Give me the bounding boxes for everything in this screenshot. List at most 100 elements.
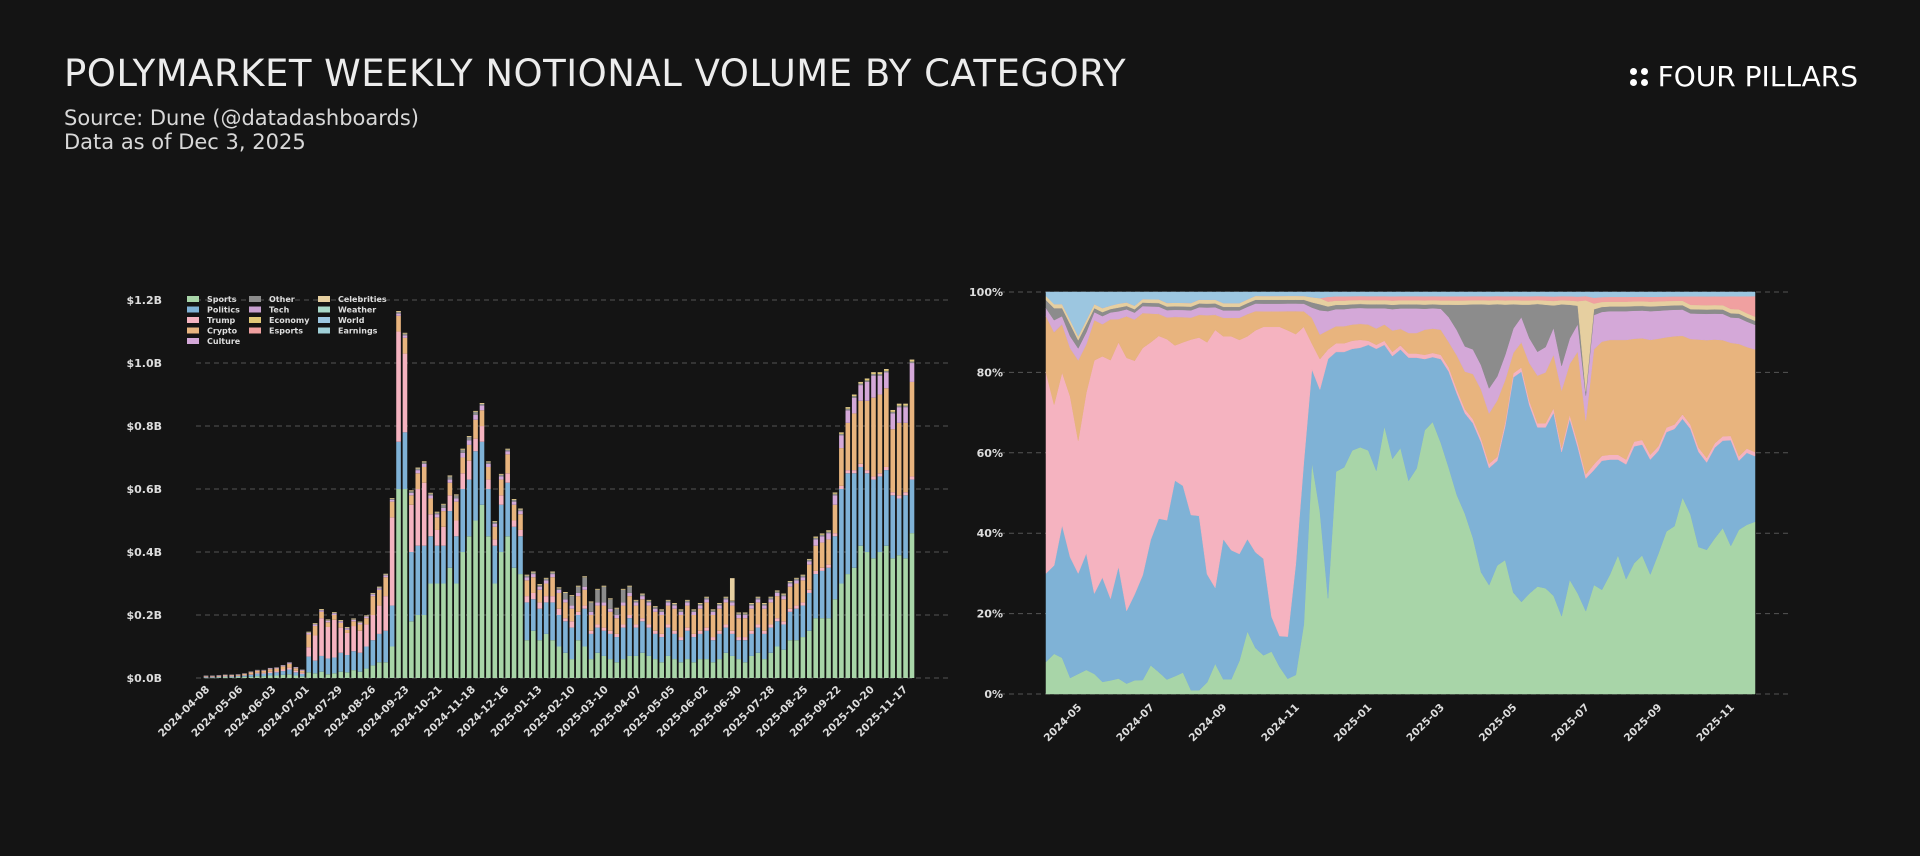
bar-segment-culture — [498, 476, 504, 480]
bar-segment-economy — [312, 623, 318, 625]
bar-segment-crypto — [486, 466, 491, 480]
bar-segment-crypto — [665, 605, 671, 625]
bar-segment-other — [608, 599, 613, 609]
bar-segment-trump — [582, 605, 587, 609]
bar-segment-other — [248, 671, 254, 672]
bar-segment-celebrities — [370, 592, 376, 594]
bar-segment-culture — [877, 375, 883, 395]
bar-segment-celebrities — [909, 359, 915, 361]
bar-segment-trump — [864, 470, 870, 474]
bar-segment-other — [473, 411, 478, 416]
bar-segment-culture — [492, 523, 498, 527]
bar-segment-economy — [466, 436, 472, 438]
area-x-tick-label: 2024-05 — [1042, 702, 1085, 745]
bar-segment-other — [672, 603, 677, 606]
area-x-tick-label: 2024-11 — [1259, 702, 1302, 745]
bar-segment-sports — [338, 671, 344, 678]
bar-segment-economy — [325, 619, 331, 621]
bar-segment-celebrities — [511, 499, 517, 500]
bar-segment-economy — [627, 586, 632, 587]
bar-segment-culture — [473, 415, 478, 420]
bar-segment-culture — [255, 670, 260, 671]
bar-segment-economy — [678, 609, 684, 611]
bar-segment-sports — [659, 662, 665, 678]
bar-segment-celebrities — [537, 584, 543, 585]
legend-label: Earnings — [338, 327, 378, 336]
bar-segment-other — [614, 608, 620, 616]
bar-segment-politics — [222, 676, 228, 678]
bar-segment-culture — [742, 615, 748, 619]
bar-segment-crypto — [229, 675, 234, 677]
bar-segment-other — [267, 667, 273, 669]
bar-segment-other — [389, 498, 395, 500]
legend-swatch — [187, 306, 199, 313]
bar-segment-economy — [646, 600, 652, 601]
bar-segment-crypto — [569, 608, 575, 622]
bar-segment-economy — [447, 475, 453, 477]
bar-segment-economy — [588, 601, 594, 603]
bar-segment-trump — [781, 621, 786, 625]
bar-segment-crypto — [338, 622, 344, 628]
bar-segment-culture — [800, 577, 806, 581]
bar-segment-economy — [903, 403, 908, 406]
bar-segment-crypto — [864, 400, 870, 471]
stacked-bar-chart: $0.0B$0.2B$0.4B$0.6B$0.8B$1.0B$1.2B2024-… — [126, 294, 950, 740]
bar-segment-culture — [441, 507, 446, 512]
bar-segment-politics — [299, 673, 305, 677]
bar-segment-sports — [569, 659, 575, 678]
bar-segment-sports — [267, 675, 273, 678]
legend-swatch — [249, 306, 261, 313]
bar-segment-crypto — [409, 495, 414, 505]
legend-swatch — [249, 296, 261, 302]
bar-segment-other — [582, 577, 587, 587]
bar-segment-trump — [325, 626, 331, 659]
bar-segment-sports — [845, 574, 851, 678]
bar-segment-economy — [319, 609, 324, 610]
bar-segment-crypto — [396, 315, 401, 332]
bar-segment-trump — [884, 466, 889, 471]
bar-segment-crypto — [633, 605, 639, 625]
bar-segment-politics — [255, 673, 260, 677]
bar-segment-culture — [299, 669, 305, 671]
bar-segment-politics — [614, 637, 620, 663]
area-series-world — [1045, 291, 1756, 337]
bar-segment-crypto — [274, 668, 279, 672]
area-x-tick-label: 2025-05 — [1477, 702, 1520, 745]
bar-segment-other — [563, 592, 568, 600]
bar-segment-celebrities — [460, 448, 466, 450]
bar-segment-trump — [203, 676, 209, 678]
bar-segment-culture — [691, 611, 697, 616]
bar-segment-crypto — [884, 388, 889, 467]
bar-segment-trump — [306, 647, 312, 657]
bar-segment-crypto — [575, 596, 581, 612]
bar-segment-crypto — [479, 410, 485, 427]
bar-segment-trump — [704, 627, 709, 631]
bar-segment-other — [332, 612, 337, 614]
bar-segment-economy — [826, 530, 831, 532]
brand-name: FOUR PILLARS — [1657, 60, 1858, 93]
bar-segment-trump — [518, 529, 523, 537]
bar-segment-trump — [588, 630, 594, 634]
bar-segment-sports — [582, 646, 587, 678]
bar-segment-economy — [608, 598, 613, 600]
bar-segment-sports — [819, 618, 825, 678]
bar-segment-culture — [896, 407, 902, 423]
bar-segment-culture — [460, 452, 466, 458]
bar-segment-sports — [364, 668, 369, 678]
bar-segment-celebrities — [774, 590, 780, 591]
bar-segment-economy — [640, 593, 645, 595]
bar-segment-culture — [351, 619, 356, 622]
bar-segment-trump — [871, 476, 876, 480]
bar-segment-sports — [441, 583, 446, 678]
bar-segment-celebrities — [563, 592, 568, 593]
bar-segment-celebrities — [903, 403, 908, 405]
bar-segment-trump — [344, 632, 350, 656]
bar-segment-economy — [858, 382, 863, 384]
bar-segment-sports — [543, 633, 549, 678]
bar-segment-trump — [492, 539, 498, 546]
bar-segment-sports — [389, 646, 395, 678]
bar-segment-other — [415, 468, 421, 471]
bar-segment-politics — [659, 637, 665, 663]
bar-segment-other — [222, 674, 228, 676]
bar-segment-politics — [569, 627, 575, 660]
